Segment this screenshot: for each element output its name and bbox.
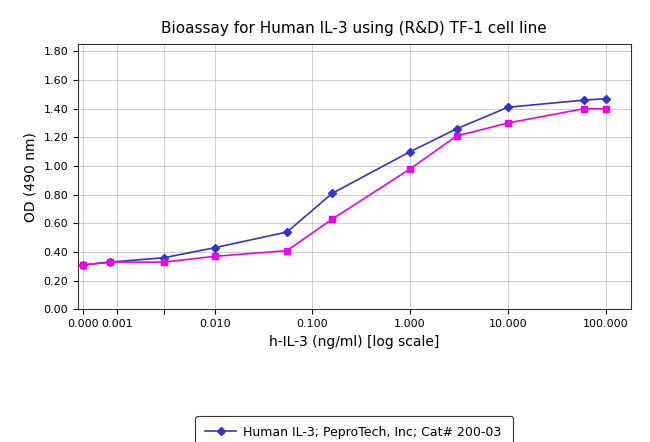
- Human IL-3; PeproTech, Inc; Cat# 200-03: [106, 259, 114, 265]
- Line: Human IL-3; PeproTech, Inc; Cat# 200-03: Human IL-3; PeproTech, Inc; Cat# 200-03: [80, 96, 608, 268]
- Human IL-3; PeproTech, Inc; Cat# 200-03: [406, 149, 414, 154]
- Line: Human IL-3; WHO Standard; Cat# 91/510: Human IL-3; WHO Standard; Cat# 91/510: [80, 106, 608, 268]
- Title: Bioassay for Human IL-3 using (R&D) TF-1 cell line: Bioassay for Human IL-3 using (R&D) TF-1…: [161, 21, 547, 36]
- Legend: Human IL-3; PeproTech, Inc; Cat# 200-03, Human IL-3; WHO Standard; Cat# 91/510: Human IL-3; PeproTech, Inc; Cat# 200-03,…: [195, 416, 514, 442]
- Human IL-3; WHO Standard; Cat# 91/510: [504, 120, 512, 126]
- Human IL-3; WHO Standard; Cat# 91/510: [211, 254, 218, 259]
- Human IL-3; WHO Standard; Cat# 91/510: [453, 133, 461, 139]
- X-axis label: h-IL-3 (ng/ml) [log scale]: h-IL-3 (ng/ml) [log scale]: [269, 335, 439, 349]
- Human IL-3; WHO Standard; Cat# 91/510: [79, 262, 87, 267]
- Human IL-3; WHO Standard; Cat# 91/510: [160, 259, 168, 265]
- Human IL-3; WHO Standard; Cat# 91/510: [406, 166, 414, 171]
- Human IL-3; WHO Standard; Cat# 91/510: [602, 106, 610, 111]
- Human IL-3; PeproTech, Inc; Cat# 200-03: [160, 255, 168, 260]
- Human IL-3; WHO Standard; Cat# 91/510: [328, 217, 336, 222]
- Human IL-3; WHO Standard; Cat# 91/510: [580, 106, 588, 111]
- Human IL-3; WHO Standard; Cat# 91/510: [283, 248, 291, 253]
- Human IL-3; PeproTech, Inc; Cat# 200-03: [602, 96, 610, 101]
- Human IL-3; PeproTech, Inc; Cat# 200-03: [328, 191, 336, 196]
- Human IL-3; PeproTech, Inc; Cat# 200-03: [283, 229, 291, 235]
- Human IL-3; PeproTech, Inc; Cat# 200-03: [211, 245, 218, 251]
- Human IL-3; PeproTech, Inc; Cat# 200-03: [504, 105, 512, 110]
- Human IL-3; PeproTech, Inc; Cat# 200-03: [580, 97, 588, 103]
- Y-axis label: OD (490 nm): OD (490 nm): [24, 132, 38, 222]
- Human IL-3; PeproTech, Inc; Cat# 200-03: [453, 126, 461, 131]
- Human IL-3; PeproTech, Inc; Cat# 200-03: [79, 262, 87, 267]
- Human IL-3; WHO Standard; Cat# 91/510: [106, 259, 114, 265]
